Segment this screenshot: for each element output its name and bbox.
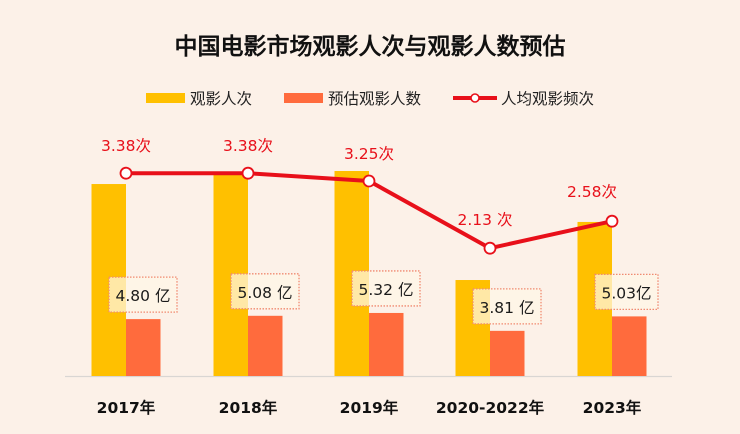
data-label-box-audience-2 — [351, 270, 421, 307]
data-label-audience-3: 3.81 亿 — [480, 299, 535, 317]
data-label-frequency-4: 2.58次 — [567, 183, 617, 201]
x-tick-labels: 2017年 2018年 2019年 2020-2022年 2023年 — [97, 398, 642, 417]
data-label-box-audience-3 — [472, 288, 542, 325]
x-tick-label-3: 2020-2022年 — [436, 398, 545, 417]
x-tick-label-0: 2017年 — [97, 398, 156, 417]
data-label-frequency-3: 2.13 次 — [458, 211, 513, 229]
legend-label-audience: 预估观影人数 — [328, 90, 422, 108]
x-tick-label-1: 2018年 — [219, 398, 278, 417]
data-label-box-audience-4 — [594, 273, 659, 311]
x-tick-label-2: 2019年 — [340, 398, 399, 417]
line-marker-frequency-0[interactable] — [119, 166, 133, 180]
line-marker-frequency-1[interactable] — [241, 166, 255, 180]
bar-audience-1[interactable] — [248, 315, 283, 376]
legend-label-frequency: 人均观影频次 — [501, 90, 594, 108]
data-label-audience-0: 4.80 亿 — [116, 287, 171, 305]
series-frequency-line: 3.38次 3.38次 3.25次 2.13 次 2.58次 — [101, 137, 619, 255]
data-label-frequency-1: 3.38次 — [223, 137, 273, 155]
bar-audience-3[interactable] — [490, 330, 525, 376]
line-marker-frequency-4[interactable] — [605, 214, 619, 228]
x-tick-label-4: 2023年 — [583, 398, 642, 417]
legend-item-visits[interactable]: 观影人次 — [146, 90, 252, 108]
data-label-audience-1: 5.08 亿 — [238, 284, 293, 302]
chart-title: 中国电影市场观影人次与观影人数预估 — [175, 33, 566, 60]
legend-item-audience[interactable]: 预估观影人数 — [284, 90, 422, 108]
data-label-audience-4: 5.03亿 — [601, 284, 651, 302]
bar-audience-2[interactable] — [369, 312, 404, 376]
legend-marker-frequency — [470, 93, 480, 103]
data-label-audience-2: 5.32 亿 — [359, 281, 414, 299]
data-label-frequency-2: 3.25次 — [344, 145, 394, 163]
series-audience-labels: 4.80 亿 5.08 亿 5.32 亿 3.81 亿 5.03亿 — [108, 270, 659, 325]
legend-swatch-audience — [284, 93, 323, 103]
line-marker-frequency-2[interactable] — [362, 174, 376, 188]
legend-item-frequency[interactable]: 人均观影频次 — [453, 90, 594, 108]
legend: 观影人次 预估观影人数 人均观影频次 — [146, 90, 594, 108]
bar-audience-0[interactable] — [126, 319, 161, 376]
data-label-box-audience-1 — [230, 273, 300, 310]
series-visits-bars — [91, 170, 612, 376]
series-audience-bars — [126, 312, 647, 376]
line-marker-frequency-3[interactable] — [483, 241, 497, 255]
legend-label-visits: 观影人次 — [190, 90, 252, 108]
bar-audience-4[interactable] — [612, 316, 647, 376]
legend-swatch-visits — [146, 93, 185, 103]
data-label-frequency-0: 3.38次 — [101, 137, 151, 155]
data-label-box-audience-0 — [108, 276, 178, 313]
